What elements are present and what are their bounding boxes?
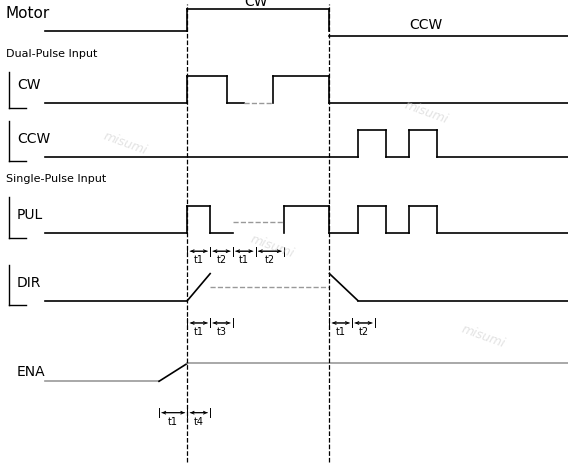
Text: ENA: ENA	[17, 365, 45, 379]
Text: Dual-Pulse Input: Dual-Pulse Input	[6, 49, 97, 59]
Text: misumi: misumi	[249, 233, 296, 260]
Text: t3: t3	[216, 327, 227, 337]
Text: CW: CW	[17, 78, 40, 92]
Text: t1: t1	[194, 255, 204, 265]
Text: t2: t2	[358, 327, 369, 337]
Text: misumi: misumi	[402, 98, 450, 126]
Text: CCW: CCW	[410, 18, 442, 32]
Text: t2: t2	[216, 255, 227, 265]
Text: Single-Pulse Input: Single-Pulse Input	[6, 174, 106, 185]
Text: t1: t1	[239, 255, 249, 265]
Text: CCW: CCW	[17, 132, 51, 146]
Text: t4: t4	[194, 417, 204, 427]
Text: misumi: misumi	[459, 323, 507, 350]
Text: CW: CW	[244, 0, 268, 9]
Text: Motor: Motor	[6, 6, 50, 21]
Text: t1: t1	[336, 327, 346, 337]
Text: t1: t1	[194, 327, 204, 337]
Text: PUL: PUL	[17, 208, 43, 222]
Text: t2: t2	[265, 255, 275, 265]
Text: misumi: misumi	[101, 130, 149, 157]
Text: DIR: DIR	[17, 276, 41, 290]
Text: t1: t1	[168, 417, 178, 427]
